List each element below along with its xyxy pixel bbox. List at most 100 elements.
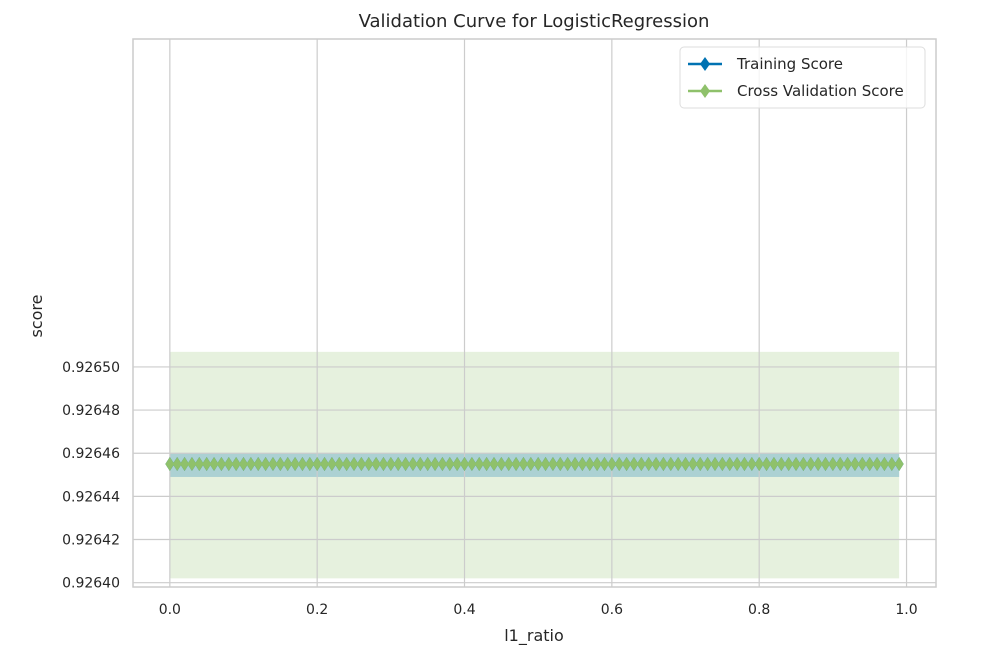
legend-cv-label: Cross Validation Score [737, 82, 904, 100]
cv-score-point [511, 457, 521, 472]
cv-score-point [202, 457, 212, 472]
x-axis-ticks: 0.0 0.2 0.4 0.6 0.8 1.0 [159, 602, 918, 618]
cv-score-point [467, 457, 477, 472]
cv-score-point [460, 457, 470, 472]
cv-score-point [835, 457, 845, 472]
cv-score-point [622, 457, 632, 472]
cv-score-point [762, 457, 772, 472]
y-tick-label: 0.92640 [62, 576, 120, 592]
cv-score-point [850, 457, 860, 472]
y-tick-label: 0.92648 [62, 403, 120, 419]
y-tick-label: 0.92646 [62, 446, 120, 462]
plot-background [133, 39, 936, 587]
cv-score-point [165, 457, 175, 472]
cv-score-point [349, 457, 359, 472]
cv-score-point [371, 457, 381, 472]
cv-score-point [673, 457, 683, 472]
legend-training-label: Training Score [736, 55, 843, 73]
cv-score-point [820, 457, 830, 472]
chart-title: Validation Curve for LogisticRegression [359, 11, 710, 32]
cv-score-point [246, 457, 256, 472]
y-axis-ticks: 0.92640 0.92642 0.92644 0.92646 0.92648 0.926… [62, 360, 120, 592]
cv-score-point [872, 457, 882, 472]
grid-lines [133, 39, 936, 587]
cv-score-point [563, 457, 573, 472]
cv-score-point [879, 457, 889, 472]
cv-score-point [666, 457, 676, 472]
cv-score-point [283, 457, 293, 472]
cv-score-point [681, 457, 691, 472]
cv-score-point [747, 457, 757, 472]
cv-score-point [305, 457, 315, 472]
cv-score-point [570, 457, 580, 472]
cv-score-point [172, 457, 182, 472]
cv-score-point [636, 457, 646, 472]
cv-score-point [614, 457, 624, 472]
legend: Training Score Cross Validation Score [679, 46, 926, 109]
cv-score-point [239, 457, 249, 472]
cv-score-point [194, 457, 204, 472]
cv-score-point [599, 457, 609, 472]
cv-score-point [592, 457, 602, 472]
cv-score-point [607, 457, 617, 472]
cv-score-point [526, 457, 536, 472]
cv-score-point [555, 457, 565, 472]
cv-score-point [231, 457, 241, 472]
cv-score-point [430, 457, 440, 472]
cv-score-point [629, 457, 639, 472]
plot-area [133, 39, 936, 587]
cv-score-point [408, 457, 418, 472]
cv-score-point [585, 457, 595, 472]
cv-score-point [482, 457, 492, 472]
cv-score-point [356, 457, 366, 472]
cv-score-point [518, 457, 528, 472]
cv-score-point [769, 457, 779, 472]
cv-score-point [393, 457, 403, 472]
cv-score-point [857, 457, 867, 472]
cv-score-point [224, 457, 234, 472]
cv-score-point [386, 457, 396, 472]
cv-score-point [187, 457, 197, 472]
cv-score-point [474, 457, 484, 472]
cv-score-point [865, 457, 875, 472]
cv-score-point [504, 457, 514, 472]
y-tick-label: 0.92642 [62, 533, 120, 549]
cv-score-point [651, 457, 661, 472]
cv-score-point [334, 457, 344, 472]
cv-score-point [378, 457, 388, 472]
cv-score-point [688, 457, 698, 472]
cv-score-point [415, 457, 425, 472]
cv-score-point [732, 457, 742, 472]
cv-score-point [887, 457, 897, 472]
cv-score-point [798, 457, 808, 472]
cv-score-point [327, 457, 337, 472]
x-tick-label: 0.6 [601, 602, 623, 618]
y-tick-label: 0.92650 [62, 360, 120, 376]
cv-score-point [275, 457, 285, 472]
cv-score-point [261, 457, 271, 472]
cv-score-point [548, 457, 558, 472]
cv-score-point [658, 457, 668, 472]
cv-score-point [496, 457, 506, 472]
cv-score-point [209, 457, 219, 472]
cv-score-point [710, 457, 720, 472]
cv-score-point [290, 457, 300, 472]
cv-score-point [297, 457, 307, 472]
cv-score-point [717, 457, 727, 472]
series-lines [165, 457, 904, 472]
cv-score-point [577, 457, 587, 472]
cv-score-point [725, 457, 735, 472]
x-tick-label: 0.2 [306, 602, 328, 618]
cv-score-point [216, 457, 226, 472]
x-axis-label: l1_ratio [504, 626, 564, 646]
cv-score-point [401, 457, 411, 472]
legend-box [679, 46, 926, 109]
x-tick-label: 0.4 [453, 602, 475, 618]
cv-score-point [423, 457, 433, 472]
cv-score-point [813, 457, 823, 472]
legend-training-marker [700, 57, 710, 71]
cv-score-point [452, 457, 462, 472]
y-tick-label: 0.92644 [62, 489, 120, 505]
legend-cv-marker [700, 84, 710, 98]
